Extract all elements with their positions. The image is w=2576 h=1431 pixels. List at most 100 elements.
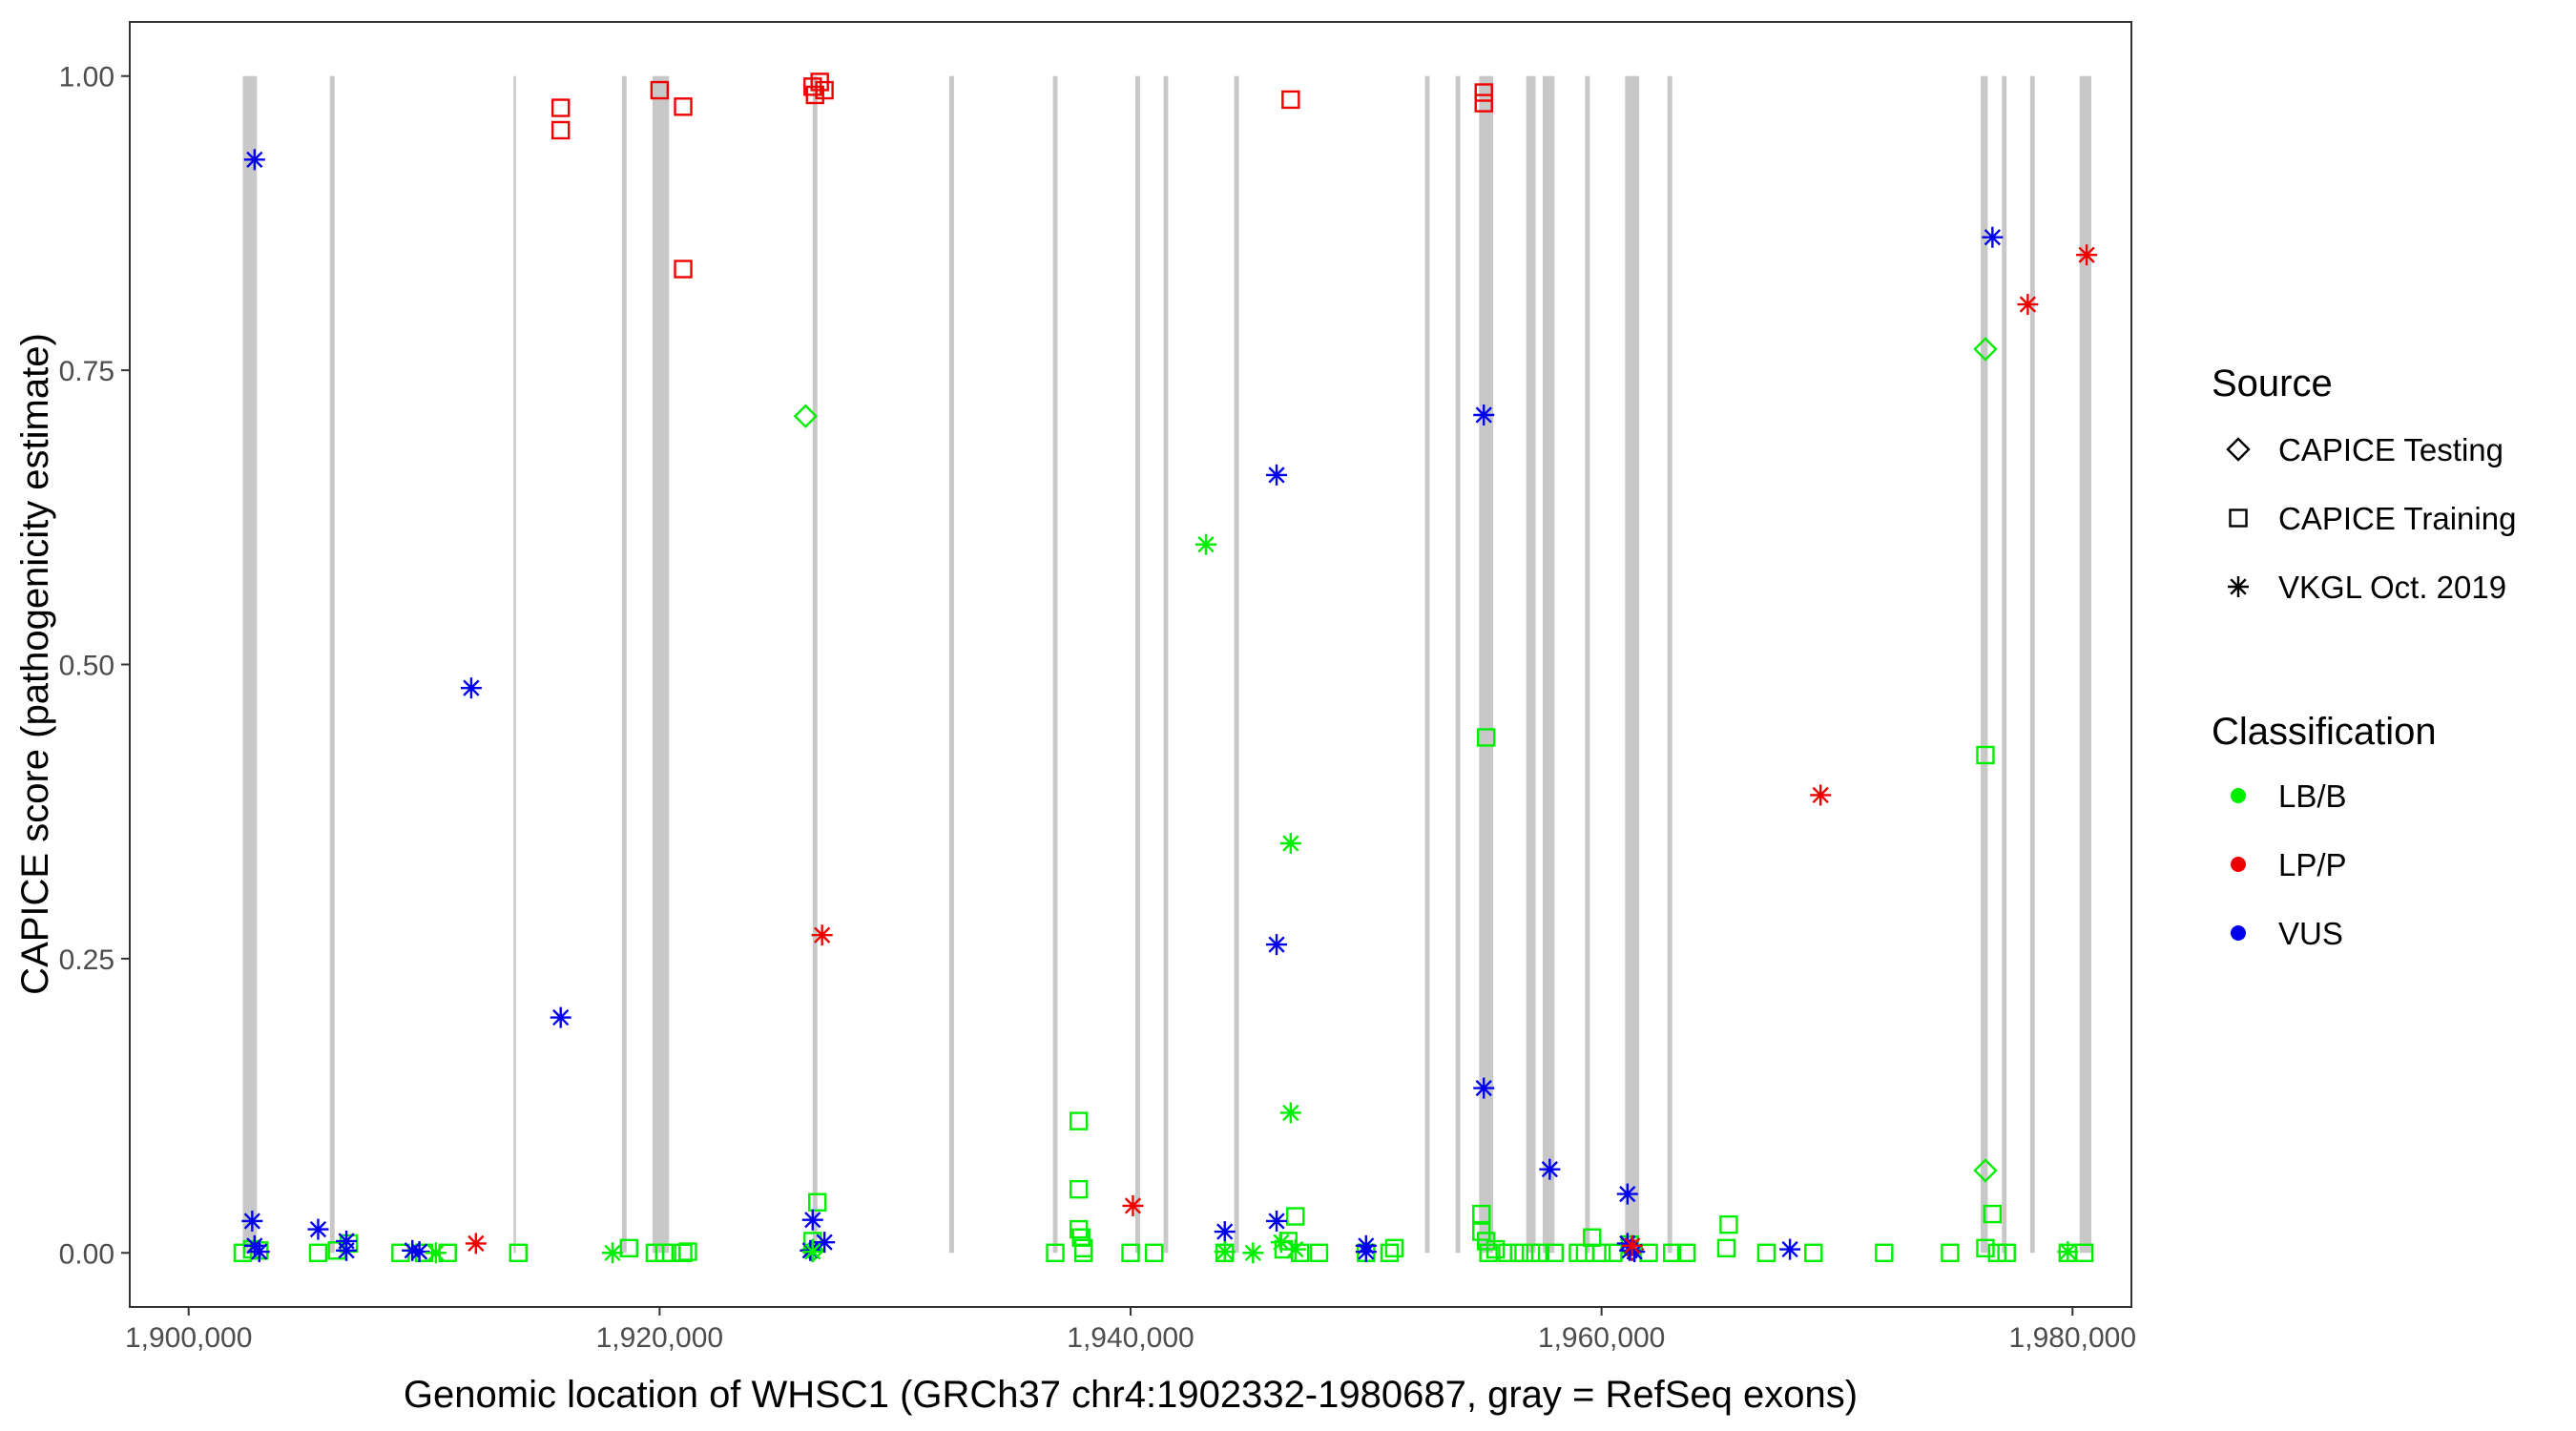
data-point xyxy=(619,1238,638,1258)
legend-label: LB/B xyxy=(2278,778,2347,814)
data-point xyxy=(1545,1243,1564,1262)
x-tick-label: 1,980,000 xyxy=(2009,1322,2136,1354)
exon-band xyxy=(2079,75,2092,1254)
exon-band xyxy=(1542,75,1555,1254)
legend-classification-title: Classification xyxy=(2212,711,2437,753)
legend-label: VKGL Oct. 2019 xyxy=(2278,570,2506,605)
exon-band xyxy=(621,75,627,1254)
data-point xyxy=(674,97,693,116)
exon-band xyxy=(1134,75,1140,1254)
legend-source-entries: CAPICE Testing CAPICE Training VKGL Oct. 2… xyxy=(2226,432,2516,605)
data-point xyxy=(1472,1204,1491,1224)
data-point xyxy=(1195,533,1216,555)
legend-label: CAPICE Testing xyxy=(2278,432,2503,467)
legend-label: CAPICE Training xyxy=(2278,501,2516,536)
legend-class-lp-p: LP/P xyxy=(2231,847,2347,882)
data-point xyxy=(1662,1243,1682,1262)
x-axis: 1,900,000 1,920,000 1,940,000 1,960,000 1,98… xyxy=(125,1307,2136,1354)
data-point xyxy=(1973,1158,1998,1183)
exon-band xyxy=(1479,75,1494,1254)
series-vkgl-oct-2019-vus xyxy=(241,149,2004,1263)
data-point xyxy=(2017,294,2039,316)
data-point xyxy=(808,1192,827,1212)
data-point xyxy=(1539,1158,1561,1180)
data-point xyxy=(2076,244,2098,266)
series-capice-training-lb-b xyxy=(233,728,2094,1262)
data-point xyxy=(1509,1243,1528,1262)
x-tick-label: 1,940,000 xyxy=(1067,1322,1194,1354)
y-tick-label: 1.00 xyxy=(59,62,114,93)
data-point xyxy=(1384,1238,1404,1258)
data-point xyxy=(1779,1238,1801,1260)
legend-asterisk-icon xyxy=(2228,576,2249,597)
data-point xyxy=(1270,1232,1292,1254)
data-point xyxy=(1286,1207,1305,1226)
data-point xyxy=(2057,1241,2079,1263)
data-point xyxy=(801,1241,823,1263)
data-point xyxy=(1380,1243,1400,1262)
exon-band xyxy=(1667,75,1672,1254)
exon-band xyxy=(2029,75,2035,1254)
data-point xyxy=(1069,1111,1089,1130)
legend-dot-icon xyxy=(2231,788,2246,803)
data-point xyxy=(1214,1241,1236,1263)
data-point xyxy=(1804,1243,1823,1262)
data-point xyxy=(1810,784,1832,806)
data-point xyxy=(1073,1243,1093,1262)
legend-source-vkgl-oct-2019: VKGL Oct. 2019 xyxy=(2228,570,2506,605)
data-point xyxy=(1875,1243,1894,1262)
legend-source-title: Source xyxy=(2212,363,2333,404)
data-point xyxy=(1485,1239,1506,1259)
data-point xyxy=(308,1243,328,1262)
data-point xyxy=(1982,226,2004,248)
legend-source-capice-training: CAPICE Training xyxy=(2229,501,2516,536)
data-point xyxy=(805,85,824,105)
data-point xyxy=(1266,1210,1288,1232)
x-tick-label: 1,960,000 xyxy=(1538,1322,1665,1354)
data-point xyxy=(1474,93,1493,113)
series-vkgl-oct-2019-lb-b xyxy=(425,533,2079,1264)
y-axis: 0.00 0.25 0.50 0.75 1.00 xyxy=(59,62,130,1270)
exon-band xyxy=(1981,75,1988,1254)
data-point xyxy=(814,1232,836,1254)
legend-square-icon xyxy=(2229,508,2248,528)
data-point xyxy=(550,1006,571,1028)
exon-band xyxy=(1163,75,1169,1254)
y-axis-title: CAPICE score (pathogenicity estimate) xyxy=(14,333,56,995)
exon-band xyxy=(2002,75,2007,1254)
exon-band xyxy=(1424,75,1430,1254)
legend-label: LP/P xyxy=(2278,847,2347,882)
data-point xyxy=(1976,745,1995,765)
exon-band xyxy=(1526,75,1536,1254)
data-point xyxy=(1242,1242,1264,1264)
data-point xyxy=(509,1243,528,1262)
legend-dot-icon xyxy=(2231,857,2246,872)
data-point xyxy=(811,924,833,946)
legend: Source CAPICE Testing CAPICE Training VKGL… xyxy=(2212,363,2516,951)
data-point xyxy=(1473,1077,1495,1099)
data-point xyxy=(1309,1243,1329,1262)
data-point xyxy=(1987,1243,2007,1262)
data-point xyxy=(1279,1102,1301,1124)
data-point xyxy=(243,149,265,171)
data-point xyxy=(793,404,819,428)
series-capice-training-lp-p xyxy=(551,73,1493,279)
x-tick-label: 1,920,000 xyxy=(596,1322,723,1354)
data-point xyxy=(1122,1194,1144,1216)
data-point xyxy=(1621,1234,1643,1256)
data-point xyxy=(1477,728,1496,747)
data-point xyxy=(1281,90,1300,110)
data-point xyxy=(307,1218,329,1240)
exon-band xyxy=(513,75,516,1254)
exon-band xyxy=(1625,75,1640,1254)
data-point xyxy=(801,1209,823,1231)
data-point xyxy=(1639,1243,1658,1262)
data-point xyxy=(601,1242,623,1264)
data-point xyxy=(1976,1238,1995,1258)
data-point xyxy=(1521,1243,1541,1262)
data-point xyxy=(551,98,571,117)
data-point xyxy=(1474,83,1493,102)
data-point xyxy=(1069,1179,1089,1199)
